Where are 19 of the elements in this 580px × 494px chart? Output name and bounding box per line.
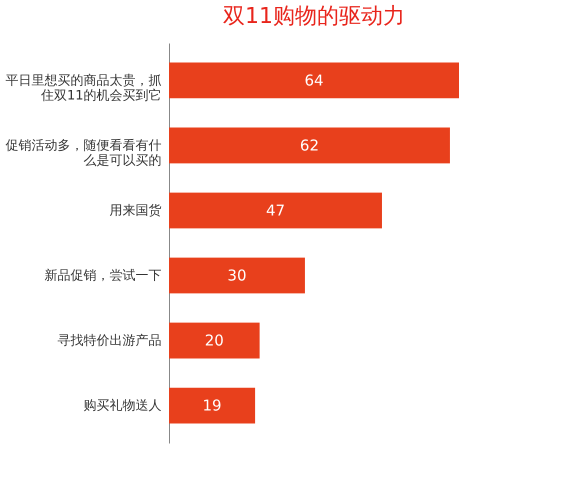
data-label: 20	[204, 332, 224, 350]
data-label: 19	[202, 396, 222, 415]
bar	[169, 192, 382, 228]
bar	[169, 388, 256, 424]
y-tick-label: 寻找特价出游产品	[58, 334, 162, 349]
y-tick-label: 促销活动多，随便看看有什么是可以买的	[6, 138, 162, 168]
y-tick-label: 用来国货	[110, 203, 162, 218]
bar	[169, 322, 260, 358]
bar	[169, 62, 459, 98]
data-label: 47	[266, 201, 286, 220]
data-label: 64	[304, 71, 324, 90]
data-label: 30	[227, 266, 247, 285]
y-tick-label: 平日里想买的商品太贵，抓住双11的机会买到它	[6, 73, 162, 104]
bar	[169, 258, 305, 294]
y-tick-label: 购买礼物送人	[84, 398, 162, 414]
y-tick-label: 新品促销，尝试一下	[44, 268, 162, 284]
data-label: 62	[300, 136, 320, 154]
bar	[169, 128, 450, 164]
chart-title: 双11购物的驱动力	[223, 4, 405, 29]
